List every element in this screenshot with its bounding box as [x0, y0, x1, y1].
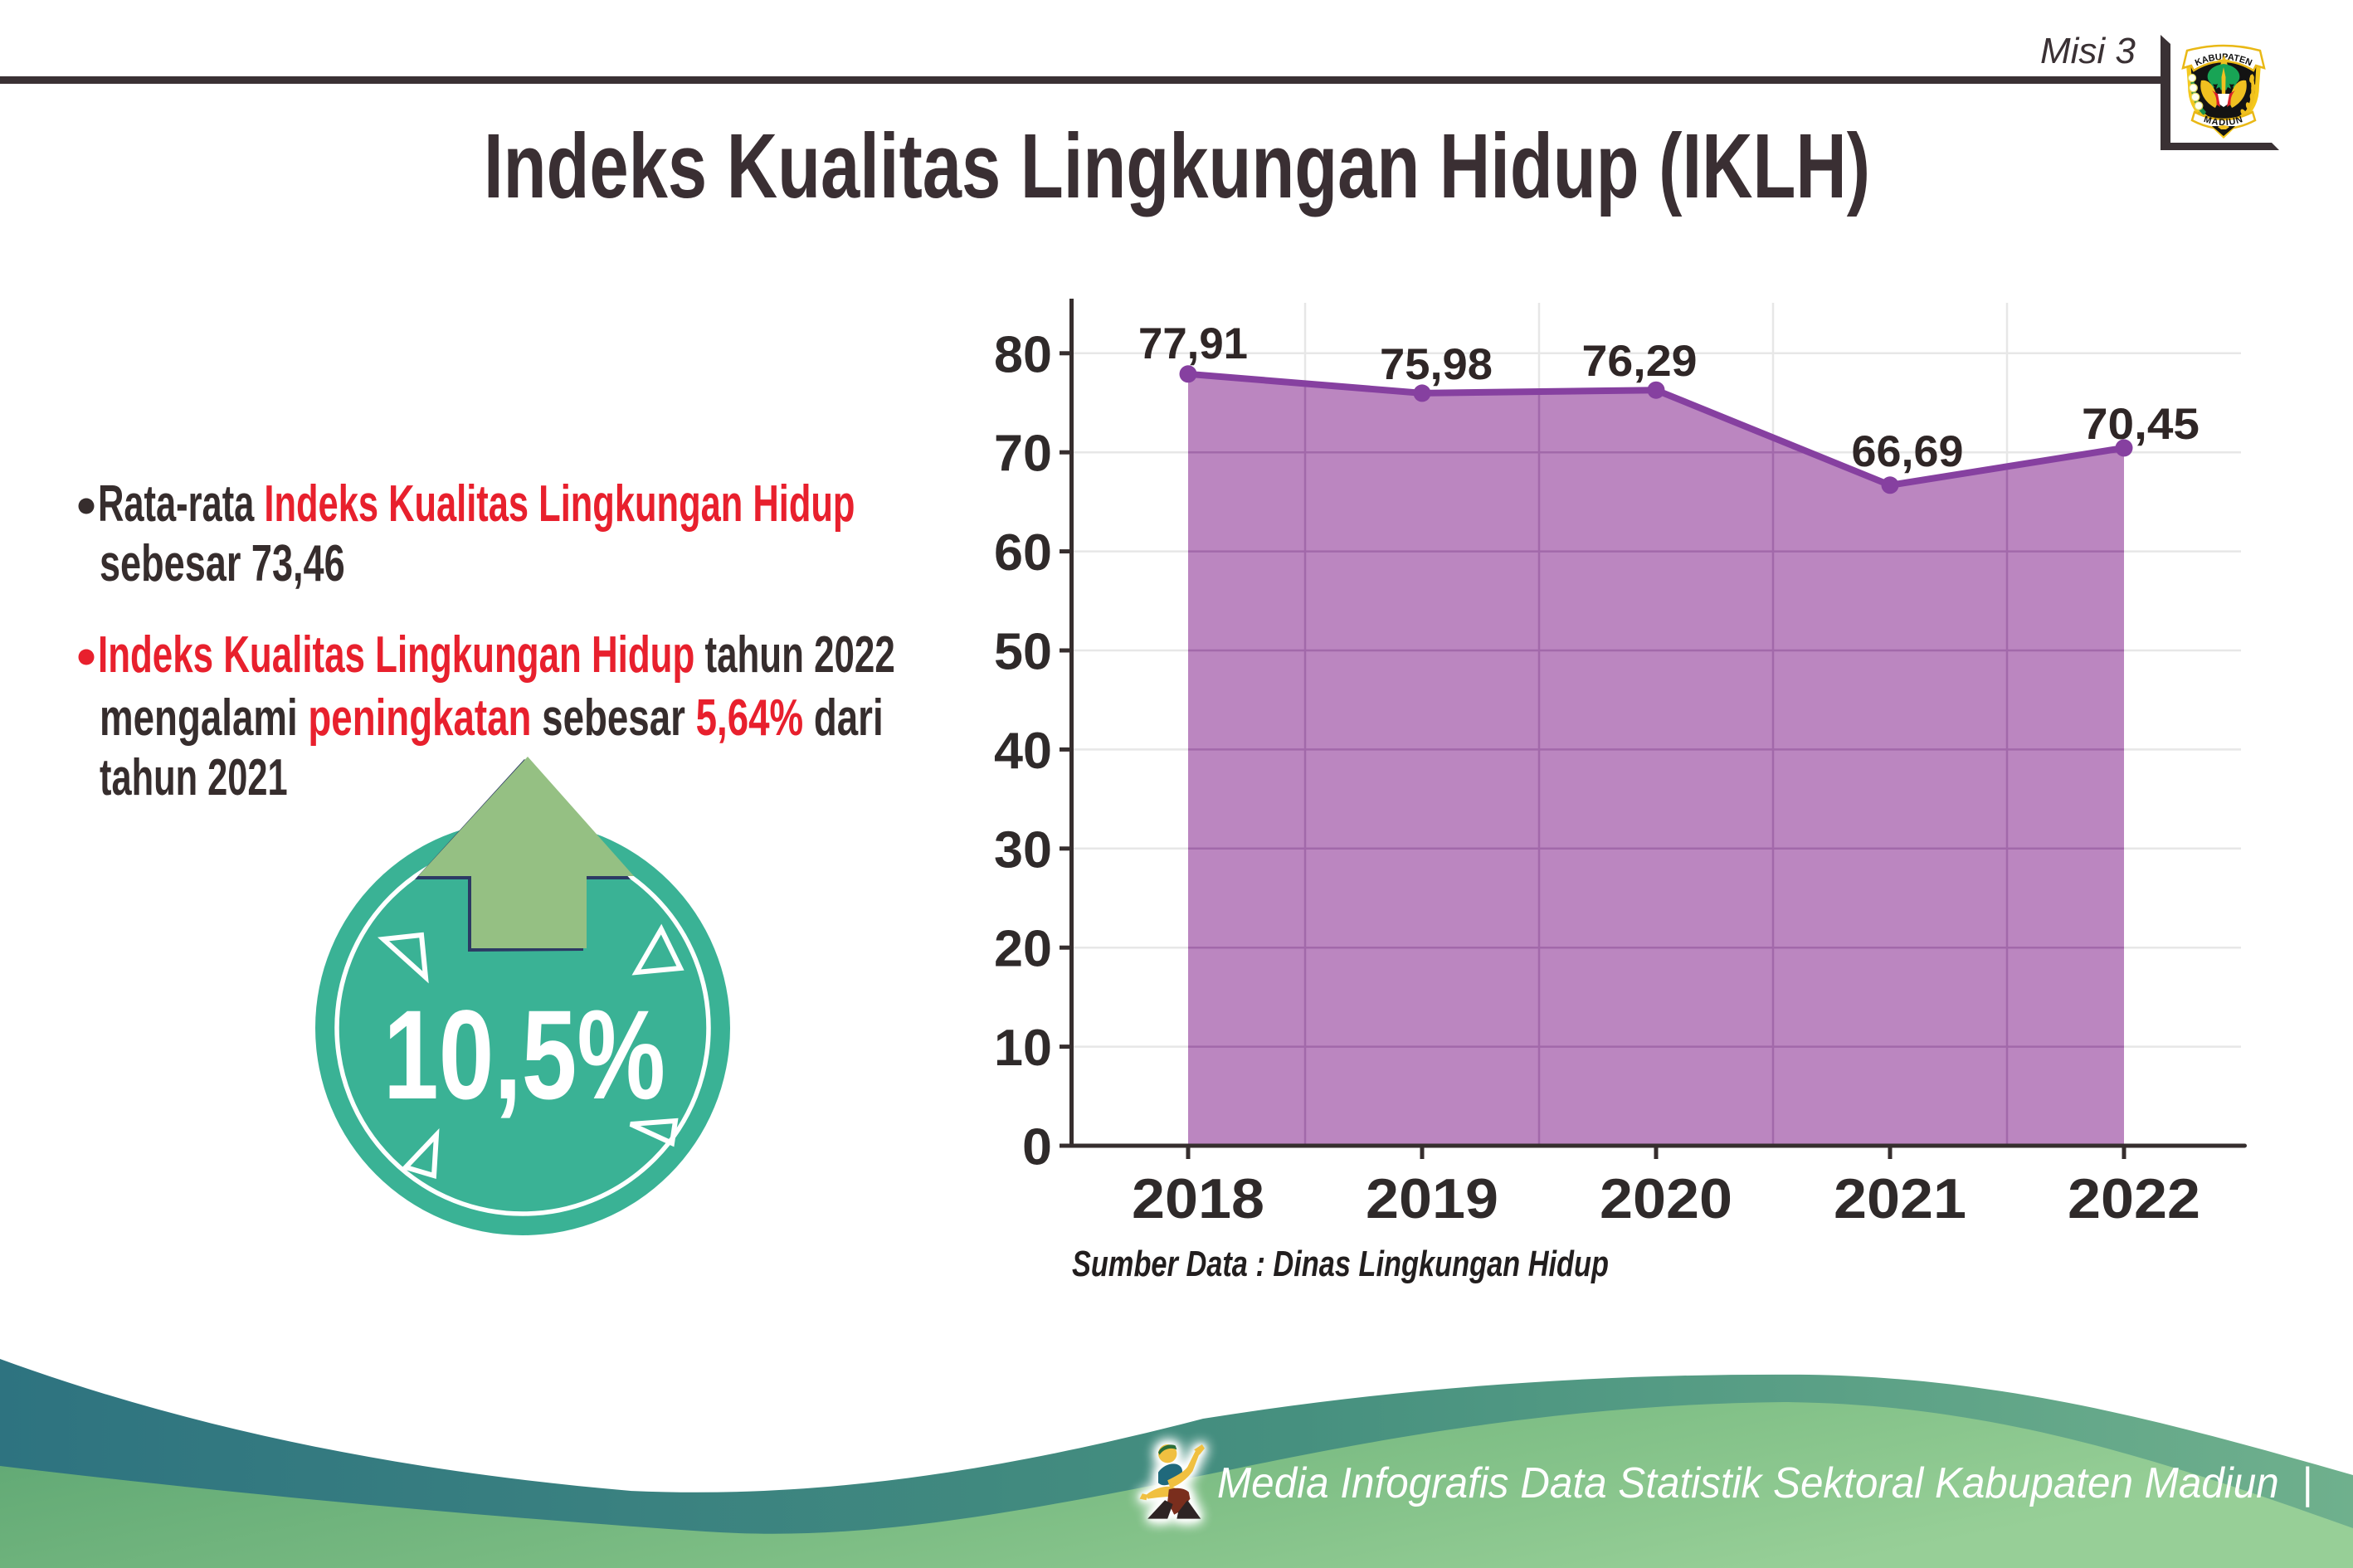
svg-text:75,98: 75,98 — [1380, 340, 1493, 389]
svg-text:2020: 2020 — [1600, 1167, 1732, 1230]
svg-text:0: 0 — [1022, 1119, 1052, 1176]
svg-text:Rata-rata Indeks Kualitas Ling: Rata-rata Indeks Kualitas Lingkungan Hid… — [98, 476, 855, 533]
svg-text:60: 60 — [994, 524, 1052, 582]
svg-text:70,45: 70,45 — [2082, 400, 2200, 449]
svg-text:10: 10 — [994, 1020, 1052, 1077]
svg-text:40: 40 — [994, 723, 1052, 780]
svg-text:Media Infografis Data Statisti: Media Infografis Data Statistik Sektoral… — [1217, 1459, 2312, 1507]
svg-text:2022: 2022 — [2068, 1167, 2200, 1230]
svg-text:Sumber Data : Dinas Lingkungan: Sumber Data : Dinas Lingkungan Hidup — [1072, 1244, 1609, 1284]
svg-text:30: 30 — [994, 821, 1052, 879]
svg-text:20: 20 — [994, 921, 1052, 978]
svg-text:2018: 2018 — [1132, 1167, 1264, 1230]
svg-text:Indeks Kualitas Lingkungan Hid: Indeks Kualitas Lingkungan Hidup tahun 2… — [98, 626, 895, 684]
svg-text:Indeks Kualitas Lingkungan Hid: Indeks Kualitas Lingkungan Hidup (IKLH) — [484, 115, 1870, 217]
svg-text:50: 50 — [994, 624, 1052, 681]
svg-text:MADIUN: MADIUN — [2203, 114, 2245, 128]
svg-text:10,5%: 10,5% — [383, 984, 665, 1126]
svg-text:tahun 2021: tahun 2021 — [100, 750, 288, 806]
svg-text:2021: 2021 — [1834, 1167, 1966, 1230]
svg-text:80: 80 — [994, 326, 1052, 383]
svg-text:70: 70 — [994, 426, 1052, 483]
svg-text:77,91: 77,91 — [1138, 319, 1248, 368]
svg-text:Misi 3: Misi 3 — [2040, 31, 2136, 71]
svg-text:sebesar 73,46: sebesar 73,46 — [100, 535, 345, 592]
svg-text:76,29: 76,29 — [1582, 337, 1698, 386]
svg-text:66,69: 66,69 — [1852, 427, 1964, 476]
svg-text:2019: 2019 — [1366, 1167, 1498, 1230]
svg-text:mengalami peningkatan sebesar: mengalami peningkatan sebesar 5,64% dari — [100, 689, 884, 746]
